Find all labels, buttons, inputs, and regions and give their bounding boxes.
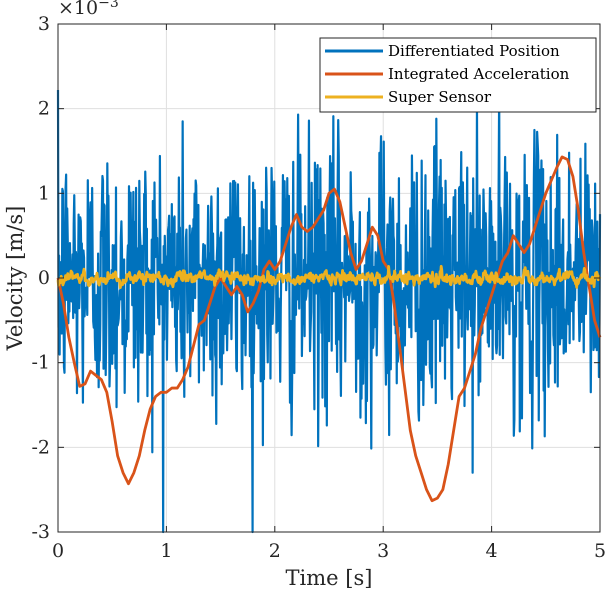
y-tick-label: -3 (31, 521, 50, 543)
legend: Differentiated Position Integrated Accele… (319, 37, 597, 113)
y-tick-label: -1 (31, 352, 50, 374)
y-tick-label: 0 (38, 267, 50, 289)
series-line-1 (56, 87, 602, 534)
series-layer (56, 87, 602, 534)
y-tick-label: -2 (31, 436, 50, 458)
series-line-2 (56, 155, 602, 503)
tick-labels: 0 1 2 3 4 5 -3 -2 -1 0 1 2 3 (31, 13, 606, 562)
y-tick-label: 1 (38, 182, 50, 204)
x-tick-label: 5 (594, 540, 606, 562)
x-tick-label: 3 (377, 540, 389, 562)
legend-label-2: Integrated Acceleration (388, 65, 570, 83)
y-tick-label: 2 (38, 98, 50, 120)
x-tick-label: 4 (486, 540, 498, 562)
y-exponent-label: ×10−3 (58, 0, 119, 19)
y-tick-label: 3 (38, 13, 50, 35)
x-axis-label: Time [s] (286, 566, 373, 590)
x-tick-label: 2 (269, 540, 281, 562)
axis-ticks (57, 23, 601, 533)
series-line-3 (56, 264, 602, 290)
legend-label-1: Differentiated Position (388, 42, 560, 60)
legend-label-3: Super Sensor (388, 88, 492, 106)
x-tick-label: 1 (160, 540, 172, 562)
x-tick-label: 0 (52, 540, 64, 562)
y-axis-label: Velocity [m/s] (3, 206, 27, 352)
